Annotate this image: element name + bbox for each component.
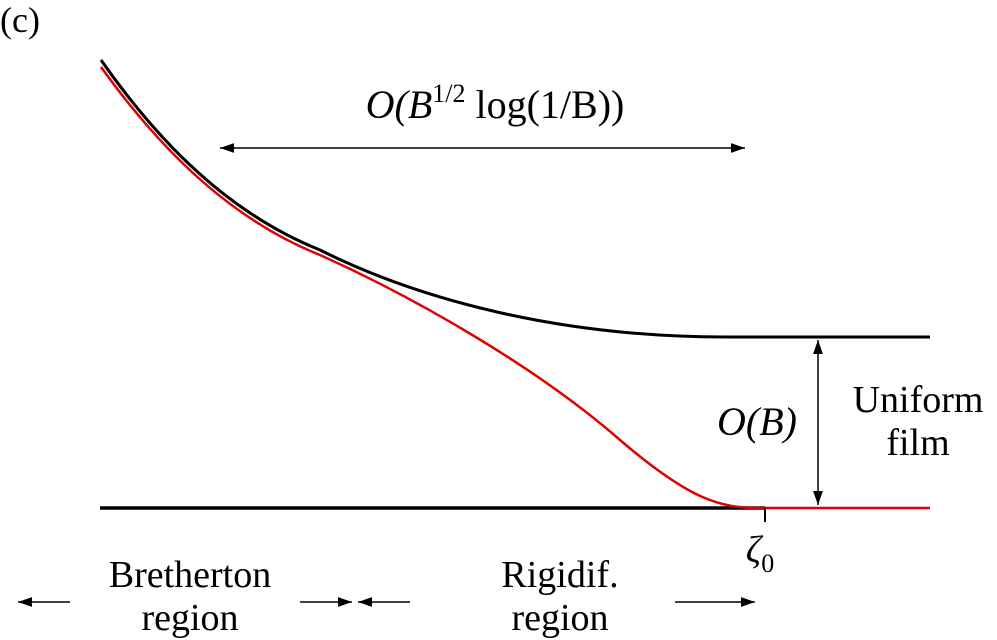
bottom-label: Rigidif. [501,554,618,596]
bottom-label: region [141,597,238,639]
bottom-label: Bretherton [109,554,272,596]
zeta-base: ζ [746,529,764,571]
red-curve [99,66,930,510]
bottom-label: region [511,597,608,639]
zeta-label: ζ0 [746,529,774,578]
gap-label: O(B) [717,399,797,444]
top-label-rest: log(1/B)) [466,82,625,127]
top-label: O(B1/2 log(1/B)) [366,79,625,127]
right-label: film [886,422,949,464]
panel-label: (c) [0,0,40,40]
top-label-base: O(B [366,82,433,127]
black-curve [99,59,930,339]
right-label: Uniform [853,379,984,421]
top-label-sup: 1/2 [432,79,465,108]
zeta-sub: 0 [761,549,774,578]
